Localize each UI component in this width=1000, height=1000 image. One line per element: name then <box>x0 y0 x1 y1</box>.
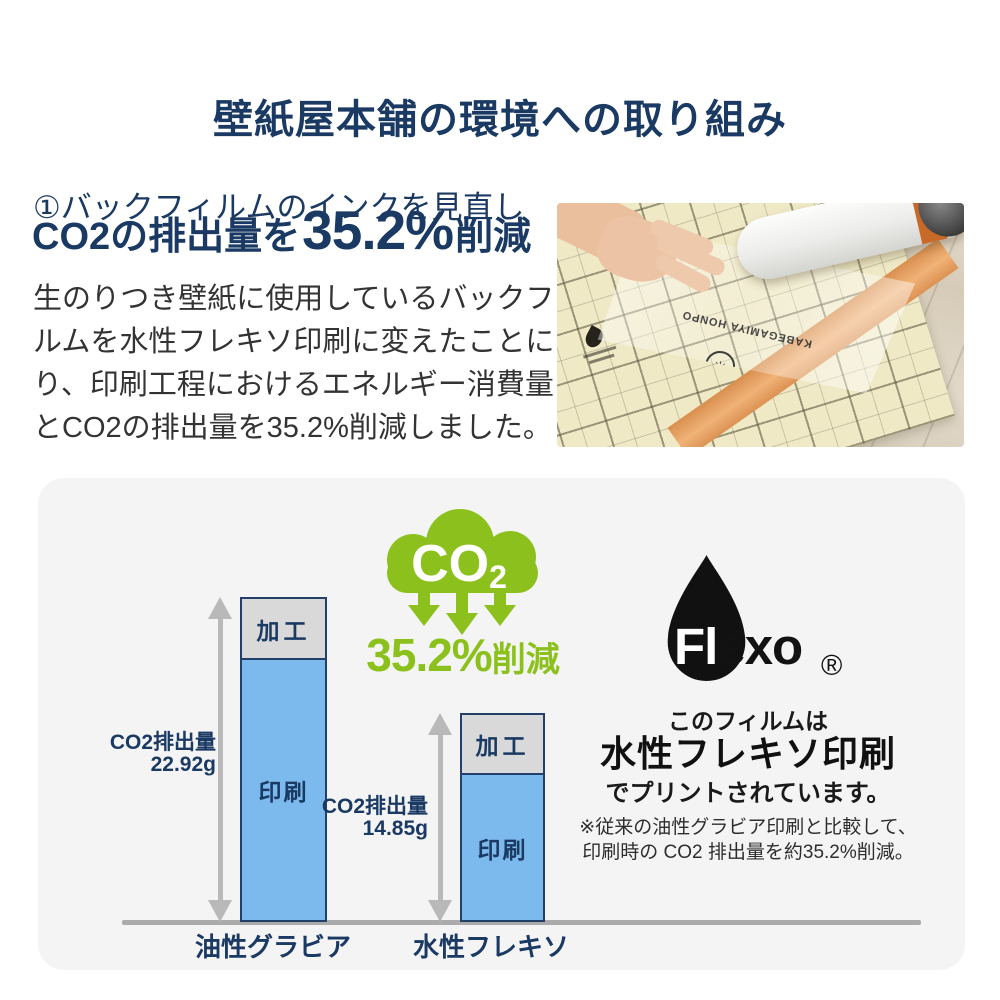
extent-arrow-water <box>428 713 452 922</box>
film-brand-text: KABEGAMIYA HONPO <box>680 308 814 350</box>
bar-segment-printing: 印刷 <box>242 660 325 920</box>
segment-label: 加工 <box>256 617 311 644</box>
flexo-text-white: Fl <box>674 618 718 675</box>
film-note-footnote2: 印刷時の CO2 排出量を約35.2%削減。 <box>582 842 914 863</box>
headline-suffix: 削減 <box>455 216 532 258</box>
chart-baseline <box>122 920 921 925</box>
intro-paragraph: 生のりつき壁紙に使用しているバックフィ ルムを水性フレキソ印刷に変えたことによ … <box>33 278 584 450</box>
page-title: 壁紙屋本舗の環境への取り組み <box>213 97 787 142</box>
bar-segment-processing: 加工 <box>462 715 543 775</box>
category-label-water: 水性フレキソ <box>412 932 569 962</box>
reduction-badge-label: 35.2%削減 <box>328 632 598 689</box>
registered-trademark-icon: ® <box>821 650 843 682</box>
intro-paragraph-line: ルムを水性フレキソ印刷に変えたことによ <box>33 326 584 358</box>
bar-oil-gravure: 加工 印刷 <box>240 597 327 922</box>
product-photo: KABEGAMIYA HONPO ✳ <box>557 203 964 447</box>
flexo-text-black: exo <box>717 618 803 675</box>
headline-percent: 35.2% <box>302 199 454 261</box>
bar-water-flexo: 加工 印刷 <box>460 713 545 922</box>
extent-arrow-oil <box>208 597 232 922</box>
segment-label: 加工 <box>475 733 530 759</box>
category-label-oil: 油性グラビア <box>194 932 351 962</box>
section-heading: ①バックフィルムのインクを見直し <box>33 189 525 225</box>
intro-paragraph-line: とCO2の排出量を35.2%削減しました。 <box>33 412 552 444</box>
comparison-panel: CO2 35.2%削減 加工 印刷 CO2排出量 22.92g 油性グラビア 加… <box>38 478 965 970</box>
reduction-suffix: 削減 <box>491 641 560 679</box>
segment-label: 印刷 <box>258 779 309 805</box>
co2-reduction-headline: CO2の排出量を35.2%削減 <box>32 200 531 275</box>
headline-prefix: CO2の排出量を <box>32 216 301 258</box>
film-note-footnote1: ※従来の油性グラビア印刷と比較して、 <box>579 817 917 838</box>
total-label-oil: CO2排出量 22.92g <box>109 731 216 776</box>
segment-label: 印刷 <box>477 836 528 863</box>
film-note-line3: でプリントされています。 <box>605 780 891 807</box>
intro-paragraph-line: 生のりつき壁紙に使用しているバックフィ <box>33 283 583 315</box>
bar-segment-printing: 印刷 <box>462 775 543 920</box>
film-note-line1: このフィルムは <box>667 708 829 734</box>
co2-cloud-icon: CO2 <box>387 509 538 635</box>
film-note-line2: 水性フレキソ印刷 <box>599 733 896 774</box>
flexo-logo-text: Flexo <box>674 618 803 675</box>
reduction-value: 35.2% <box>366 629 492 681</box>
total-label-water: CO2排出量 14.85g <box>321 795 428 840</box>
flexo-droplet-icon <box>667 554 746 682</box>
intro-paragraph-line: り、印刷工程におけるエネルギー消費量 <box>33 369 554 401</box>
bar-segment-processing: 加工 <box>242 599 325 660</box>
